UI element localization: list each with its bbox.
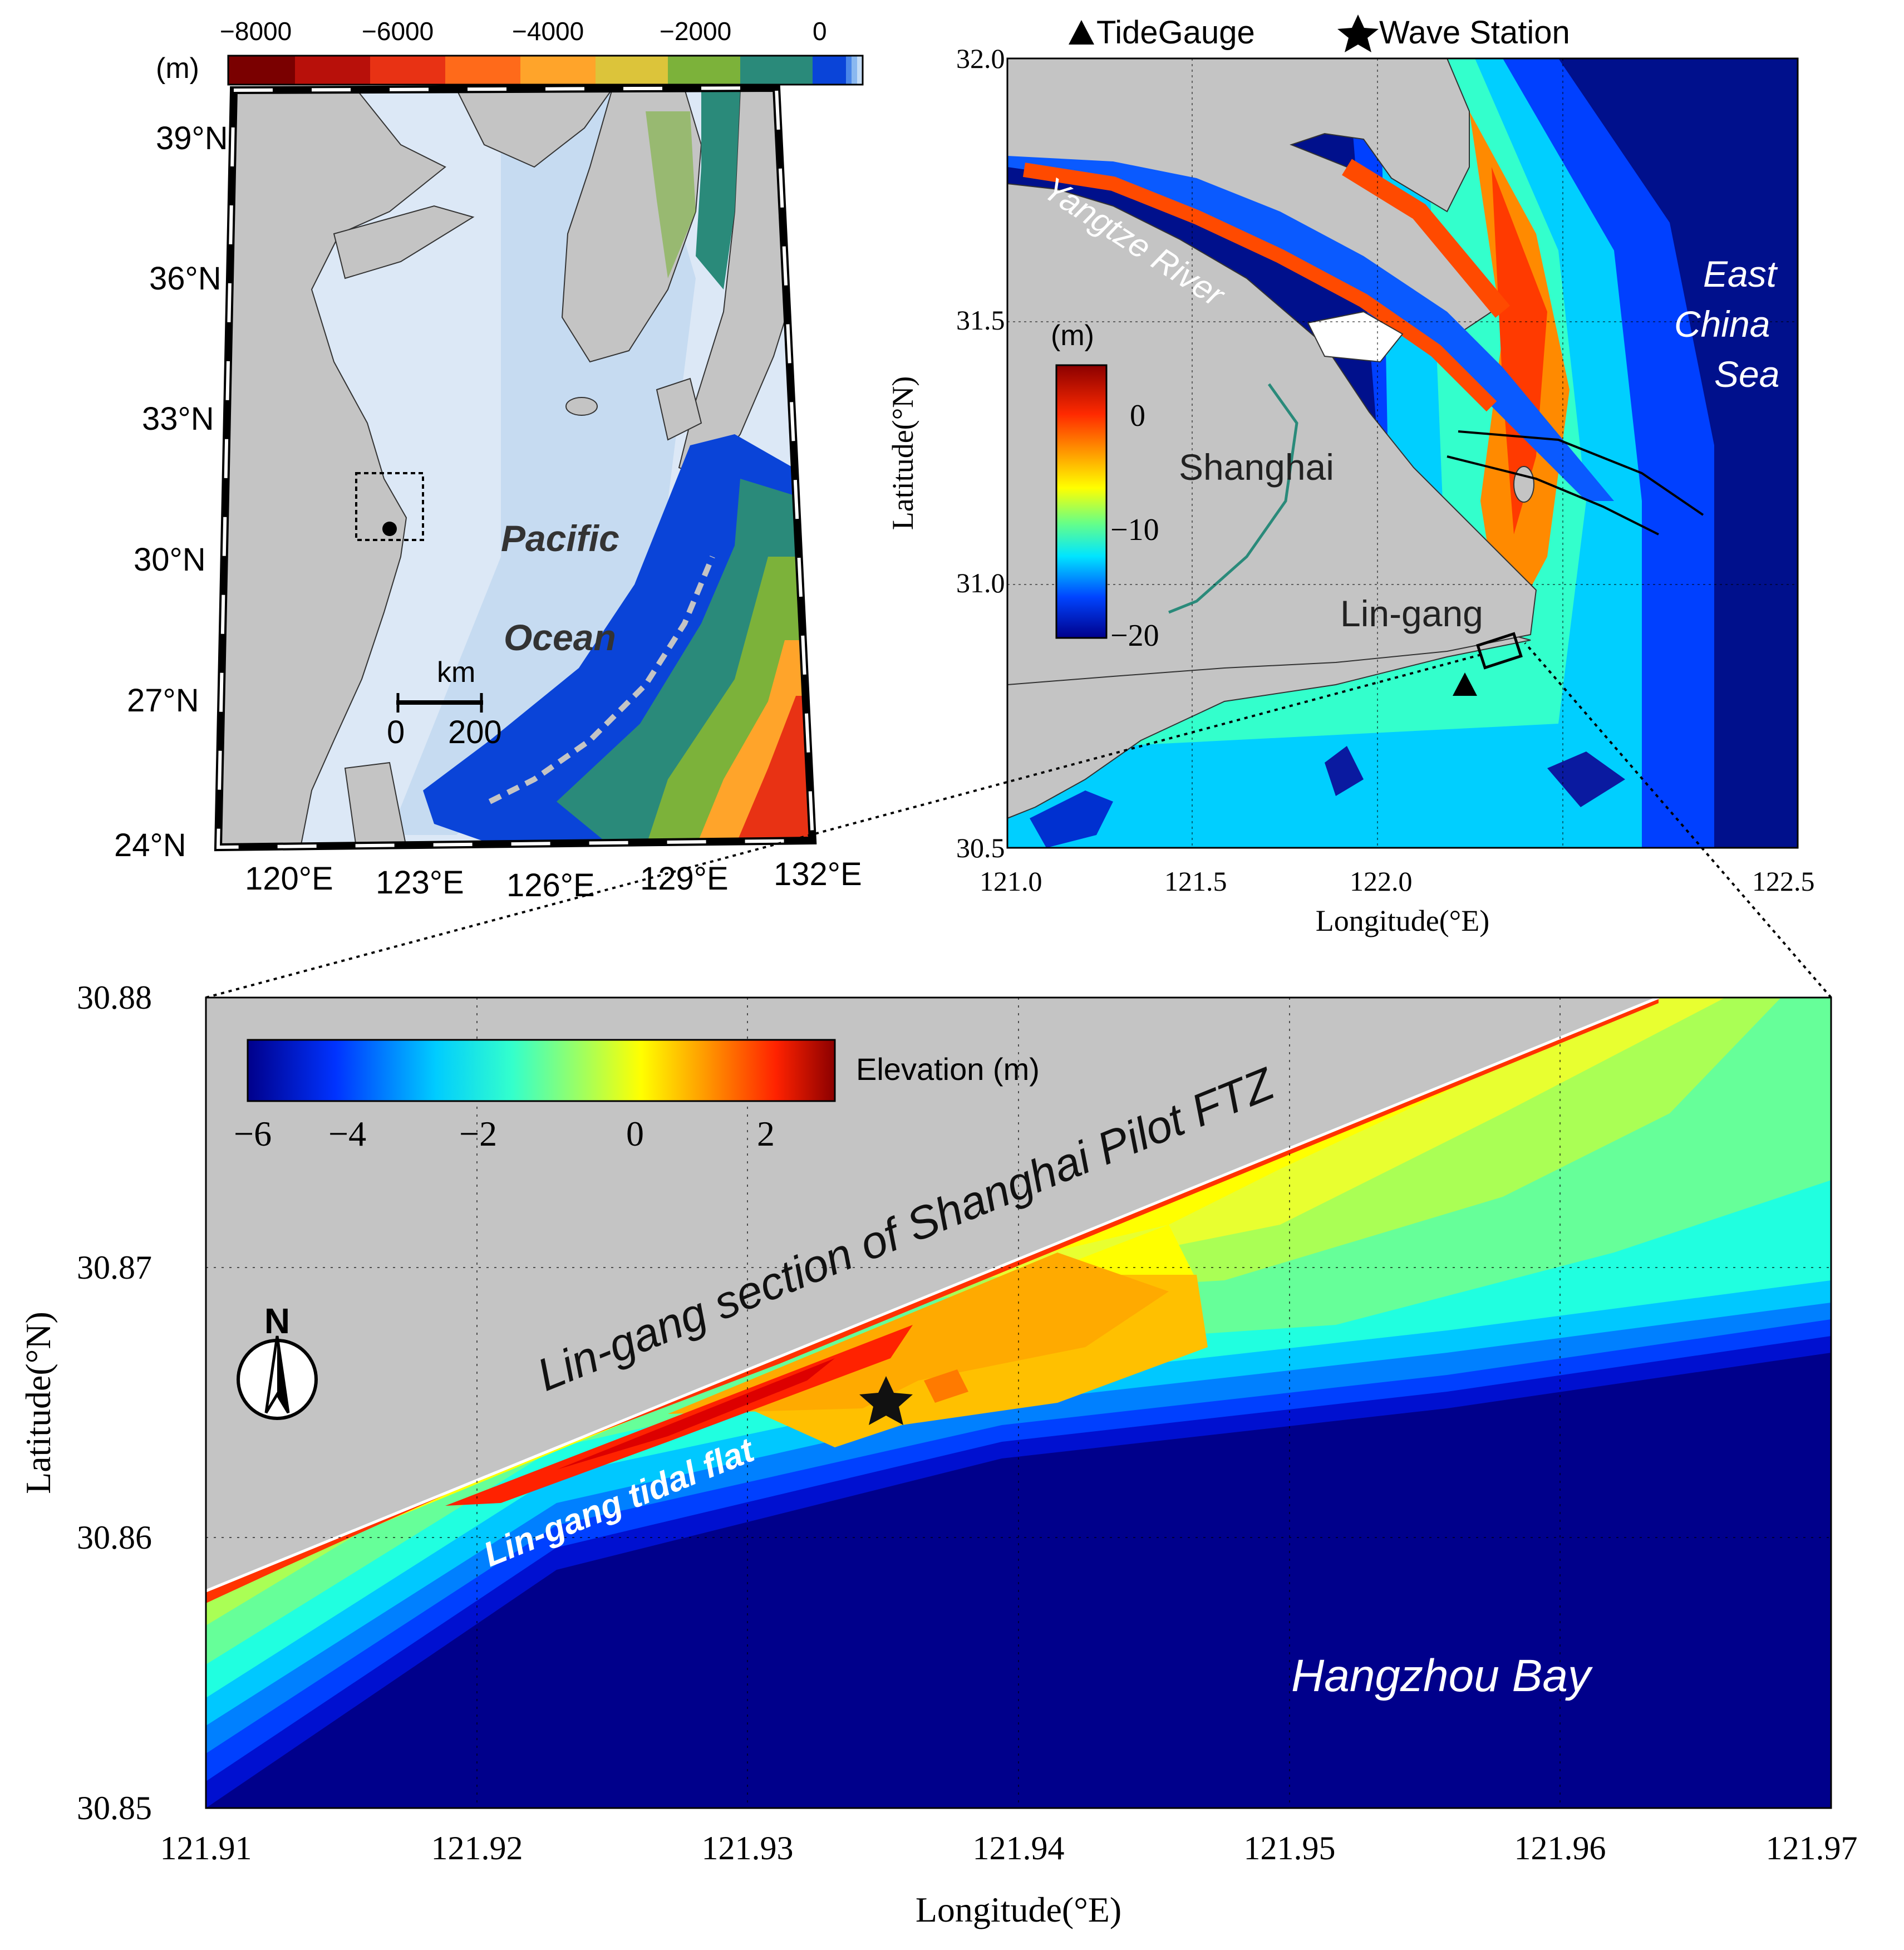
north-arrow: N bbox=[237, 1301, 318, 1420]
legend-wave-station: Wave Station bbox=[1379, 14, 1570, 51]
colorbar-a-unit: (m) bbox=[156, 52, 199, 85]
lat-tick-c: 30.88 bbox=[77, 979, 152, 1016]
panel-c-tidal-flat-map: 30.88 30.87 30.86 30.85 121.91 121.92 12… bbox=[18, 979, 1858, 1929]
tide-gauge-icon bbox=[1069, 20, 1094, 45]
colorbar-a-tick: −2000 bbox=[660, 17, 731, 46]
scale-200: 200 bbox=[448, 714, 502, 750]
lat-tick-c: 30.87 bbox=[77, 1249, 152, 1286]
lon-tick-b: 121.5 bbox=[1164, 866, 1227, 897]
lon-label: 123°E bbox=[376, 865, 464, 901]
lat-tick-b: 30.5 bbox=[956, 832, 1005, 863]
legend-tide-gauge: TideGauge bbox=[1096, 14, 1255, 51]
ocean-label: Pacific bbox=[501, 518, 619, 559]
panel-a-regional-map: (m) −8000 −6000 −4000 −2000 0 bbox=[114, 17, 864, 903]
zoom-line-left bbox=[205, 653, 1484, 999]
lon-tick-b: 121.0 bbox=[980, 866, 1042, 897]
lat-label: 36°N bbox=[149, 261, 222, 297]
study-site-dot bbox=[382, 522, 397, 536]
lon-tick-b: 122.5 bbox=[1752, 866, 1815, 897]
label-hangzhou-bay: Hangzhou Bay bbox=[1291, 1651, 1593, 1701]
ylabel-c: Latitude(°N) bbox=[18, 1312, 58, 1494]
zoom-line-right bbox=[1524, 642, 1832, 999]
lat-label: 30°N bbox=[134, 542, 206, 578]
lat-tick-c: 30.86 bbox=[77, 1519, 152, 1556]
colorbar-b-unit: (m) bbox=[1051, 320, 1094, 352]
colorbar-a-bin bbox=[228, 56, 295, 85]
colorbar-a-tick: −8000 bbox=[220, 17, 292, 46]
lat-label: 33°N bbox=[142, 401, 214, 437]
label-shanghai: Shanghai bbox=[1179, 446, 1334, 488]
colorbar-b-tick: −20 bbox=[1110, 618, 1159, 653]
colorbar-a-bin bbox=[596, 56, 668, 85]
label-east-china-sea: East bbox=[1703, 253, 1778, 294]
panel-b-map-area bbox=[1007, 58, 1798, 848]
panel-a-map-area bbox=[218, 88, 813, 847]
colorbar-c-tick: −6 bbox=[234, 1114, 272, 1153]
colorbar-c: Elevation (m) −6 −4 −2 0 2 bbox=[234, 1039, 1040, 1153]
lon-tick-c: 121.92 bbox=[431, 1830, 523, 1867]
ocean-label: Ocean bbox=[504, 617, 616, 658]
colorbar-a-tick: 0 bbox=[813, 17, 827, 46]
label-east-china-sea: China bbox=[1674, 303, 1770, 345]
colorbar-a-tick: −6000 bbox=[362, 17, 434, 46]
jetties bbox=[1447, 430, 1704, 536]
colorbar-a-bin bbox=[445, 56, 520, 85]
colorbar-a-bin bbox=[740, 56, 813, 85]
panel-b-estuary-map: TideGauge Wave Station bbox=[886, 14, 1815, 937]
colorbar-c-tick: 0 bbox=[626, 1114, 644, 1153]
lon-tick-c: 121.94 bbox=[973, 1830, 1065, 1867]
colorbar-a-bin bbox=[846, 56, 852, 85]
lat-label: 39°N bbox=[156, 120, 228, 156]
xlabel-b: Longitude(°E) bbox=[1316, 904, 1490, 937]
study-area-box bbox=[355, 472, 424, 541]
tide-gauge-marker bbox=[1453, 672, 1477, 696]
colorbar-c-tick: −4 bbox=[328, 1114, 366, 1153]
lon-tick-c: 121.97 bbox=[1766, 1830, 1858, 1867]
panel-c-map-area bbox=[206, 998, 1831, 1808]
scale-unit: km bbox=[437, 656, 475, 689]
colorbar-c-tick: −2 bbox=[459, 1114, 497, 1153]
colorbar-a-bin bbox=[813, 56, 846, 85]
lat-tick-b: 32.0 bbox=[956, 43, 1005, 74]
colorbar-a-bin bbox=[520, 56, 596, 85]
lon-label: 129°E bbox=[640, 861, 729, 897]
colorbar-b: (m) 0 −10 −20 bbox=[1051, 320, 1159, 653]
colorbar-b-tick: 0 bbox=[1130, 399, 1145, 433]
colorbar-b-tick: −10 bbox=[1110, 513, 1159, 547]
lat-label: 24°N bbox=[114, 827, 186, 863]
colorbar-c-label: Elevation (m) bbox=[856, 1052, 1040, 1087]
lat-label: 27°N bbox=[127, 682, 199, 719]
north-label: N bbox=[264, 1301, 290, 1341]
lat-tick-b: 31.5 bbox=[956, 304, 1005, 336]
ylabel-b: Latitude(°N) bbox=[886, 376, 919, 531]
lon-tick-c: 121.91 bbox=[160, 1830, 252, 1867]
lon-label: 132°E bbox=[774, 856, 862, 892]
wave-station-icon bbox=[1337, 14, 1379, 52]
lat-tick-b: 31.0 bbox=[956, 567, 1005, 598]
lon-label: 120°E bbox=[245, 861, 333, 897]
lon-tick-c: 121.95 bbox=[1244, 1830, 1336, 1867]
scale-bar: km 0 200 bbox=[387, 656, 502, 750]
lon-tick-c: 121.96 bbox=[1514, 1830, 1606, 1867]
label-east-china-sea: Sea bbox=[1714, 353, 1779, 395]
colorbar-a-tick: −4000 bbox=[512, 17, 584, 46]
colorbar-a-bin bbox=[857, 56, 863, 85]
colorbar-c-tick: 2 bbox=[757, 1114, 775, 1153]
lon-label: 126°E bbox=[506, 867, 595, 903]
label-lingang: Lin-gang bbox=[1340, 593, 1483, 634]
colorbar-a-bin bbox=[668, 56, 740, 85]
study-box-b bbox=[1476, 632, 1523, 670]
colorbar-a-bin bbox=[852, 56, 857, 85]
lon-tick-b: 122.0 bbox=[1350, 866, 1413, 897]
colorbar-a-bin bbox=[370, 56, 445, 85]
lat-tick-c: 30.85 bbox=[77, 1790, 152, 1826]
panel-a-colorbar: (m) −8000 −6000 −4000 −2000 0 bbox=[156, 17, 864, 86]
xlabel-c: Longitude(°E) bbox=[916, 1890, 1121, 1929]
wave-station-marker bbox=[859, 1376, 913, 1425]
colorbar-a-bin bbox=[295, 56, 370, 85]
lon-tick-c: 121.93 bbox=[702, 1830, 794, 1867]
scale-zero: 0 bbox=[387, 714, 405, 750]
